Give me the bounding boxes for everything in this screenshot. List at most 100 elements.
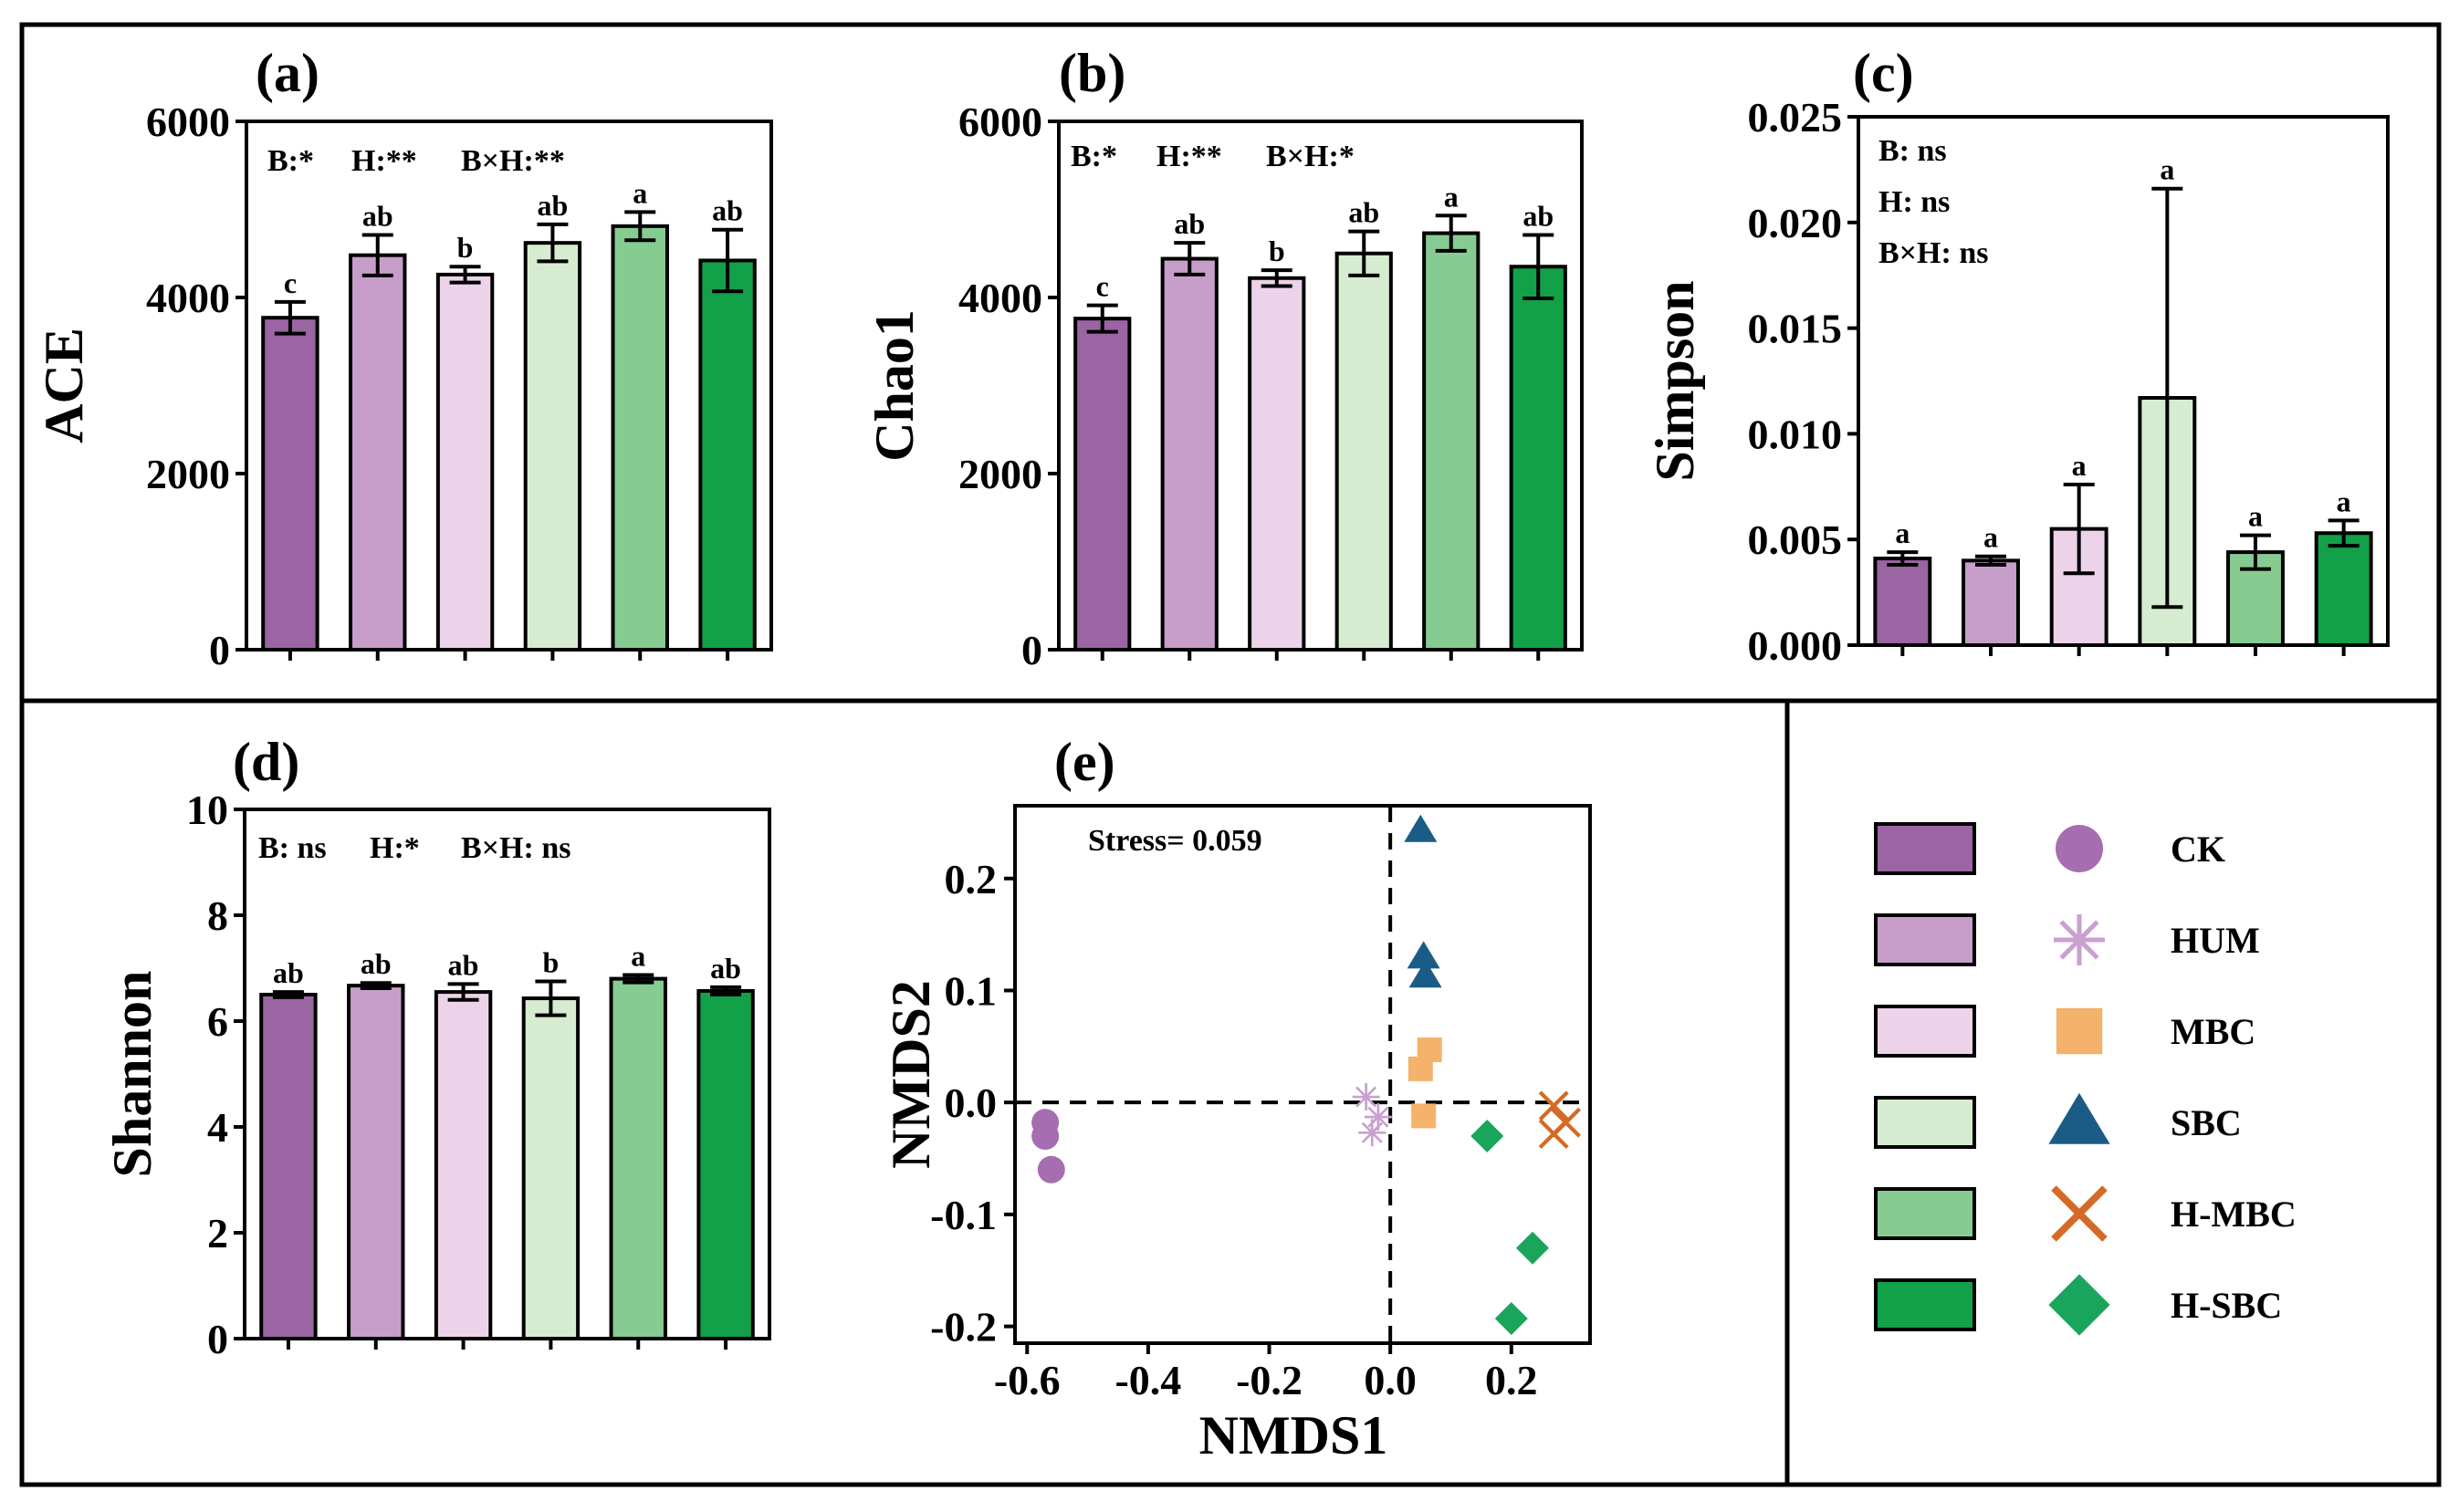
plot-frame [1857,115,2390,647]
y-tick-label: -0.1 [930,1192,997,1238]
legend-swatch [1874,1187,1976,1240]
stats-annotation: B×H: ns [1878,236,1988,270]
legend-marker [2056,1007,2103,1055]
point-ck-shape [1031,1121,1060,1150]
point-h-mbc-stroke [1538,1090,1569,1121]
panel-label: (d) [233,732,299,792]
point-sbc-shape [1404,814,1438,842]
y-tick-label: 0.1 [945,967,998,1014]
bar-ck [1073,317,1132,652]
y-tick-label: 0.025 [1748,94,1843,141]
y-axis-label: ACE [34,328,94,443]
point-mbc [1407,1056,1433,1081]
y-tick-label: 10 [186,787,228,833]
y-tick-label: 4 [207,1104,228,1151]
bar-hum [347,984,405,1340]
significance-letter: b [543,946,560,979]
x-tick-label: -0.6 [994,1357,1061,1403]
x-tick-label: -0.2 [1236,1357,1303,1403]
plot-frame [243,808,771,1340]
stats-annotation: B×H:** [461,144,565,178]
point-mbc-shape [1407,1056,1433,1081]
y-tick-label: 0 [207,1316,228,1362]
panel-a-ace: 0 2000 4000 6000 c ab b ab a ab (a) ACE B:* H:** B×H:*… [34,43,773,673]
y-tick-label: 0.2 [945,856,998,902]
panel-b-chao1: 0 2000 4000 6000 c ab b ab a ab (b) Chao1 B:* H:** B×H… [864,43,1584,673]
point-h-sbc [1470,1119,1504,1152]
bar-ck [259,993,318,1340]
legend-marker-shape [2056,825,2103,872]
bar-h-mbc [1422,231,1481,652]
significance-letter: a [1895,516,1910,549]
x-tick-label: -0.4 [1114,1357,1181,1403]
y-axis-label: Simpson [1645,280,1705,481]
panel-label: (a) [256,43,319,103]
bar-sbc [521,996,581,1341]
bar-mbc [1248,276,1306,652]
point-ck [1037,1155,1065,1184]
stats-annotation: B:* [1071,140,1117,173]
legend-item-h-mbc: H-MBC [1874,1185,2297,1242]
panel-c-simpson: 0.000 0.005 0.010 0.015 0.020 0.025 a a a a a a (c) S… [1645,43,2390,669]
legend-marker-stroke [2051,1185,2108,1242]
significance-letter: ab [1522,199,1554,232]
point-h-sbc-shape [1470,1119,1504,1152]
stress-annotation: Stress= 0.059 [1088,824,1262,858]
bar-hum [1160,256,1219,652]
y-tick-label: 4000 [958,275,1042,321]
bar-h-sbc [2314,531,2373,648]
point-hum-stroke [1361,1121,1383,1143]
legend-swatch [1874,1005,1976,1058]
panel-d-shannon: 0 2 4 6 8 10 ab ab ab b a ab (d) Shannon B: ns H:* B×H: … [102,732,771,1362]
significance-letter: a [2337,485,2351,517]
panel-label: (b) [1059,43,1125,103]
stats-annotation: H:** [351,144,417,178]
significance-letter: a [2072,449,2087,482]
bar-h-sbc [696,988,755,1340]
stats-annotation: H: ns [1878,185,1950,219]
legend-label: MBC [2171,1011,2255,1052]
figure-frame [19,22,2442,1487]
bar-mbc [434,990,493,1340]
plot-frame [1013,804,1592,1345]
bar-mbc [435,272,495,652]
point-sbc [1407,941,1440,969]
bar-hum [349,253,407,652]
legend-label: H-SBC [2171,1285,2282,1326]
x-axis-label: NMDS1 [1199,1405,1388,1465]
point-h-mbc [1538,1119,1569,1150]
point-h-sbc-shape [1516,1231,1549,1265]
bar-ck [261,316,319,652]
legend-item-sbc: SBC [1874,1092,2242,1149]
point-sbc [1404,814,1438,842]
y-tick-label: 0.000 [1748,622,1843,669]
point-mbc-shape [1411,1103,1437,1129]
plot-frame [245,120,773,652]
significance-letter: ab [361,947,392,980]
significance-letter: a [2248,500,2263,533]
y-axis-label: Chao1 [864,309,925,462]
legend-swatch [1874,822,1976,875]
y-tick-label: -0.2 [930,1304,997,1350]
significance-letter: ab [712,194,743,227]
point-hum [1358,1119,1386,1147]
legend-item-mbc: MBC [1874,1005,2255,1058]
y-tick-label: 0.005 [1748,516,1843,563]
point-sbc [1408,960,1442,988]
bar-h-sbc [1509,265,1567,652]
legend-label: H-MBC [2171,1194,2297,1235]
bar-sbc [1334,251,1393,652]
y-tick-label: 2000 [146,451,230,497]
significance-letter: ab [1174,207,1205,240]
point-sbc-shape [1408,960,1442,988]
legend-marker-shape [2056,1007,2103,1055]
bar-h-mbc [609,976,667,1340]
legend-marker [2054,914,2105,965]
point-h-sbc-shape [1494,1302,1528,1336]
y-tick-label: 2000 [958,451,1042,497]
legend-item-hum: HUM [1874,913,2260,966]
bar-hum [1962,558,2020,647]
y-tick-label: 0.015 [1748,306,1843,352]
significance-letter: c [284,266,297,299]
y-tick-label: 0 [1021,627,1042,673]
